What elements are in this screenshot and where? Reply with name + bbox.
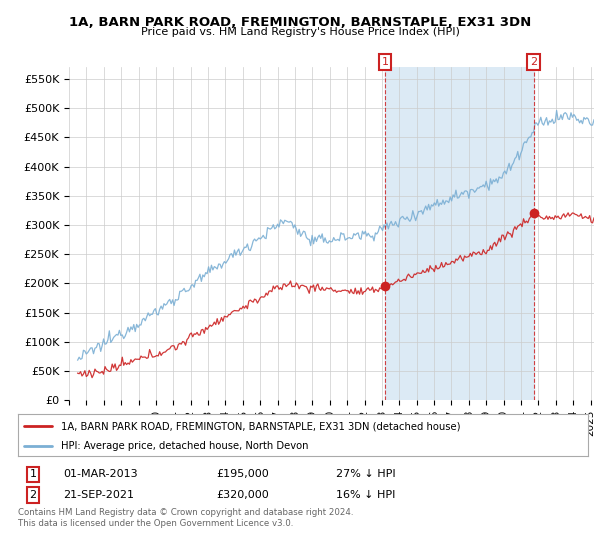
Text: 27% ↓ HPI: 27% ↓ HPI (336, 469, 395, 479)
Text: 21-SEP-2021: 21-SEP-2021 (63, 490, 134, 500)
Text: 2: 2 (29, 490, 37, 500)
Text: 1: 1 (29, 469, 37, 479)
Text: 1A, BARN PARK ROAD, FREMINGTON, BARNSTAPLE, EX31 3DN (detached house): 1A, BARN PARK ROAD, FREMINGTON, BARNSTAP… (61, 421, 460, 431)
Text: £320,000: £320,000 (216, 490, 269, 500)
Text: 2: 2 (530, 57, 537, 67)
Text: 16% ↓ HPI: 16% ↓ HPI (336, 490, 395, 500)
Text: 1: 1 (382, 57, 388, 67)
Text: £195,000: £195,000 (216, 469, 269, 479)
Text: Contains HM Land Registry data © Crown copyright and database right 2024.
This d: Contains HM Land Registry data © Crown c… (18, 508, 353, 528)
Text: HPI: Average price, detached house, North Devon: HPI: Average price, detached house, Nort… (61, 441, 308, 451)
Text: 01-MAR-2013: 01-MAR-2013 (63, 469, 137, 479)
Text: 1A, BARN PARK ROAD, FREMINGTON, BARNSTAPLE, EX31 3DN: 1A, BARN PARK ROAD, FREMINGTON, BARNSTAP… (69, 16, 531, 29)
Text: Price paid vs. HM Land Registry's House Price Index (HPI): Price paid vs. HM Land Registry's House … (140, 27, 460, 37)
Bar (385, 67, 533, 400)
